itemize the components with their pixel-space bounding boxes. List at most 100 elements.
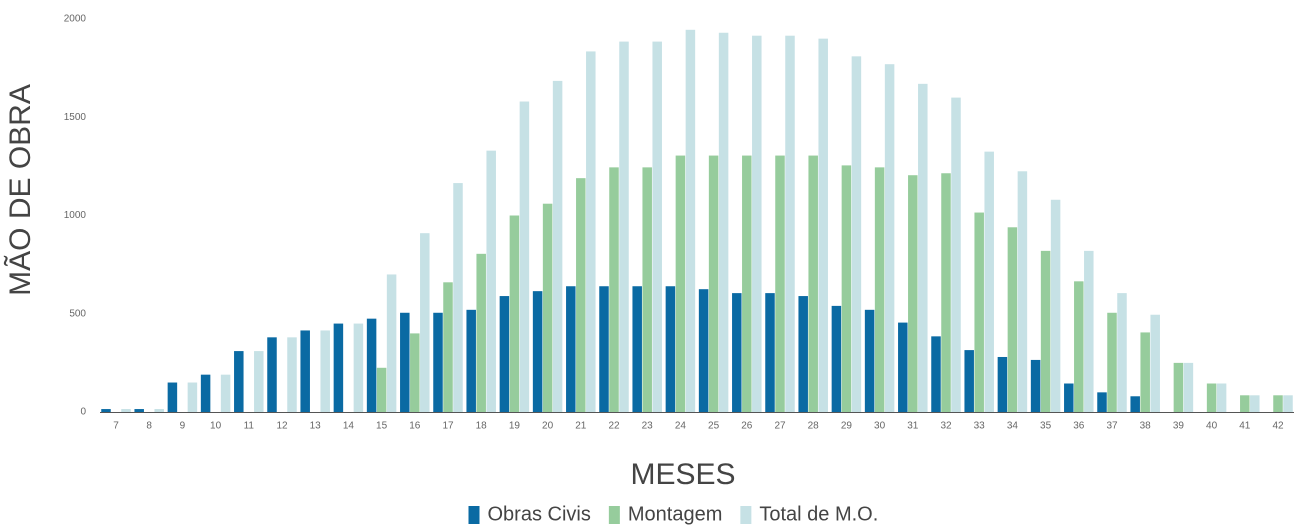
bar [785,35,795,412]
legend-label: Obras Civis [488,503,591,525]
bar [918,83,928,412]
x-tick-label: 32 [940,421,952,432]
bar [101,409,111,412]
bar [400,312,410,412]
x-tick-label: 21 [575,421,587,432]
bar [931,336,941,412]
bar [353,323,364,412]
bar [566,286,576,412]
bar [898,322,908,412]
bar [1050,199,1061,412]
bar [1097,392,1107,412]
bar [552,80,563,413]
bar [200,374,211,412]
bar [1273,395,1283,412]
bar [433,312,443,412]
bar [300,330,310,412]
bar [708,155,719,412]
bar [599,286,609,412]
y-tick-label: 1000 [64,210,87,221]
bar [665,286,676,412]
bar [542,203,553,412]
legend-label: Total de M.O. [759,503,878,525]
bar [376,367,387,412]
bar [609,167,619,412]
bar [1017,171,1028,412]
x-tick-label: 31 [907,421,919,432]
bar [841,165,852,412]
bar [831,305,842,412]
bar [742,155,752,412]
x-tick-label: 22 [608,421,620,432]
bar [1206,383,1217,412]
x-tick-label: 13 [310,421,322,432]
bar [187,382,198,412]
bar [333,323,344,412]
bar [509,215,520,412]
bar [775,155,785,412]
bar [167,382,178,412]
x-tick-label: 35 [1040,421,1052,432]
bar [254,351,264,412]
bar [220,374,231,412]
bar [499,296,510,412]
bar [941,173,951,412]
y-tick-label: 2000 [64,14,87,25]
x-tick-label: 17 [442,421,454,432]
bar [997,356,1008,412]
bar [632,286,642,412]
bar [410,333,420,412]
x-tick-label: 40 [1206,421,1218,432]
bar [1040,250,1051,412]
bar [808,155,818,412]
bar [1240,395,1250,412]
bar [420,233,430,412]
x-tick-label: 8 [146,421,152,432]
y-tick-label: 1500 [64,112,87,123]
x-tick-label: 41 [1239,421,1251,432]
bar [1140,332,1150,412]
bar [519,101,530,412]
bar [1173,362,1184,412]
bar [1130,396,1140,412]
x-tick-label: 20 [542,421,554,432]
x-tick-label: 18 [476,421,488,432]
bar [476,253,486,412]
bar [453,183,463,412]
bar [1250,395,1260,412]
x-tick-label: 16 [409,421,421,432]
bar [698,289,709,412]
x-tick-label: 9 [180,421,186,432]
x-tick-label: 42 [1272,421,1284,432]
x-tick-label: 36 [1073,421,1085,432]
bar [884,64,895,412]
bar [466,309,476,412]
bar [1007,227,1018,412]
bar [1117,293,1127,412]
bar [443,282,453,412]
x-tick-label: 34 [1007,421,1019,432]
y-tick-label: 0 [80,407,86,418]
bar [386,274,397,412]
bar [267,337,277,412]
bar [366,318,377,412]
bar [908,175,918,412]
bar [121,409,131,412]
legend-label: Montagem [628,503,723,525]
legend-swatch [608,506,620,524]
x-tick-label: 12 [276,421,288,432]
bar [586,51,596,413]
bar [1030,359,1041,412]
bar [234,351,244,412]
x-tick-label: 14 [343,421,355,432]
bar [874,167,885,412]
bar [1064,383,1074,412]
legend-swatch [468,506,480,524]
bar [642,167,652,412]
x-tick-label: 15 [376,421,388,432]
bar [154,409,164,412]
x-tick-label: 33 [974,421,986,432]
x-tick-label: 26 [741,421,753,432]
bar [984,151,994,412]
